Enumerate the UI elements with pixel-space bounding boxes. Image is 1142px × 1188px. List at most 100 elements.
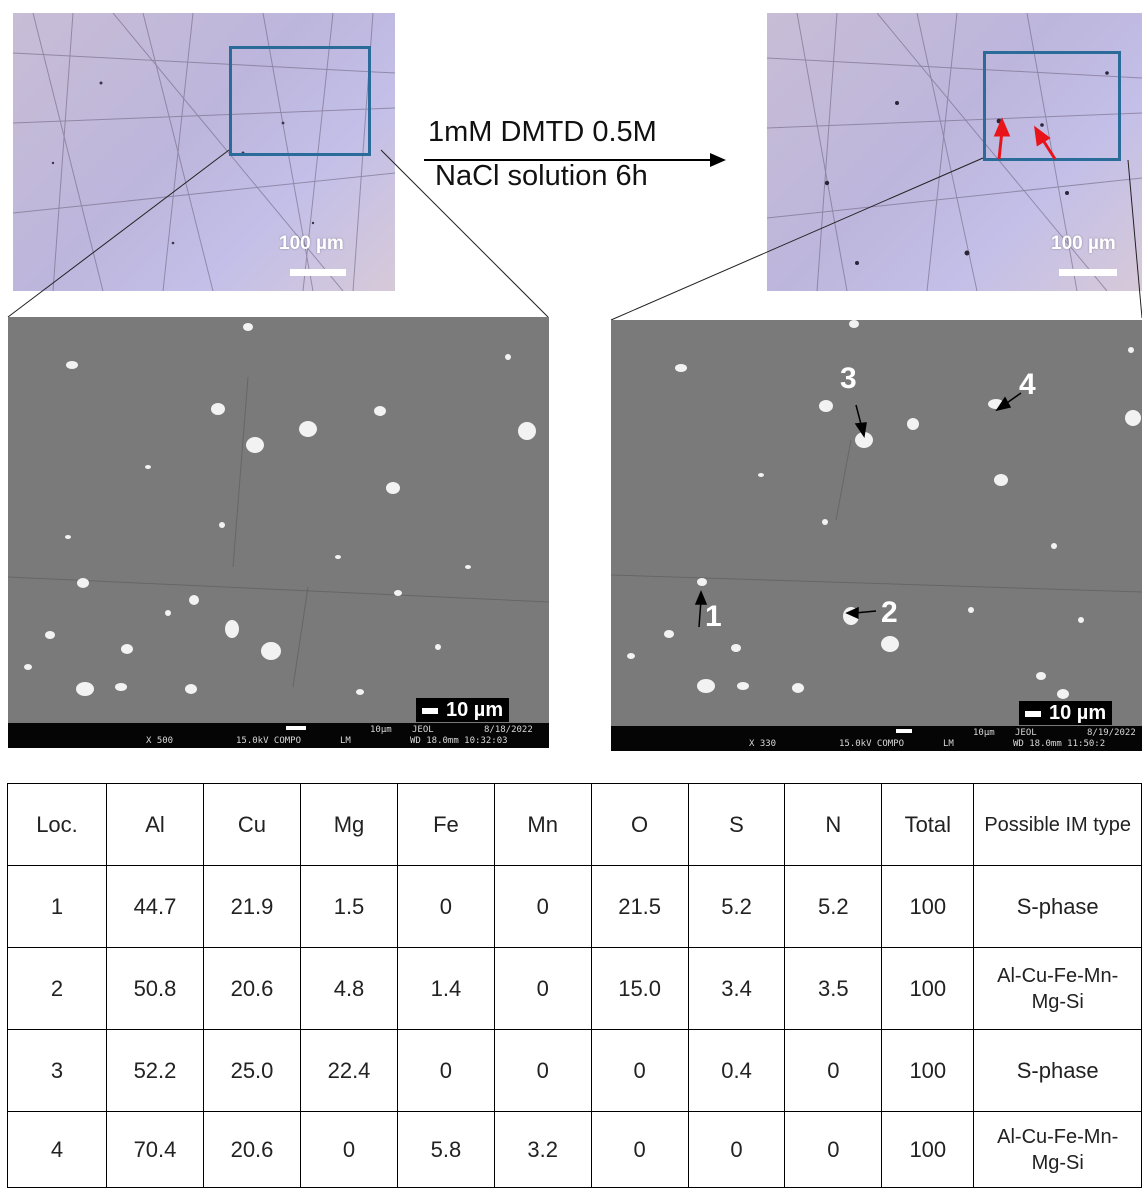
footer-lm: LM	[943, 739, 954, 749]
table-cell: 0	[299, 1111, 399, 1188]
scratch-texture	[767, 13, 1142, 291]
sem-image-after: 1 2 3 4 10 µm X 330 15.0kV COMPO LM 10µm…	[611, 320, 1142, 751]
table-cell: 70.4	[105, 1111, 204, 1188]
table-cell: 22.4	[299, 1029, 399, 1112]
scale-text: 10 µm	[446, 699, 504, 721]
table-cell: 1.5	[299, 865, 399, 948]
table-cell: 100	[881, 1029, 975, 1112]
table-cell: 0	[784, 1029, 883, 1112]
table-row: 4 70.4 20.6 0 5.8 3.2 0 0 0 100 Al-Cu-Fe…	[7, 1111, 1142, 1188]
header-cell: Mn	[493, 783, 592, 866]
table-cell: 0	[397, 865, 495, 948]
table-cell: 0	[493, 865, 592, 948]
table-cell: 25.0	[202, 1029, 302, 1112]
table-cell: 20.6	[202, 1111, 302, 1188]
table-row: 1 44.7 21.9 1.5 0 0 21.5 5.2 5.2 100 S-p…	[7, 865, 1142, 948]
optical-image-after: 100 µm	[767, 13, 1142, 291]
table-cell: S-phase	[973, 865, 1142, 948]
table-cell: 100	[881, 947, 975, 1030]
sem-scale-label: 10 µm	[416, 698, 510, 722]
particles	[611, 320, 1142, 699]
footer-bar-label: 10µm	[973, 728, 995, 738]
sem-footer: X 330 15.0kV COMPO LM 10µm JEOL 8/19/202…	[611, 726, 1142, 751]
table-cell: 0	[590, 1029, 689, 1112]
footer-mag: X 500	[146, 736, 174, 746]
footer-kv: 15.0kV COMPO	[236, 736, 302, 746]
roi-box	[983, 51, 1121, 161]
table-cell: 20.6	[202, 947, 302, 1030]
table-cell: 0.4	[687, 1029, 786, 1112]
table-cell: 15.0	[590, 947, 689, 1030]
marker-2: 2	[881, 596, 898, 629]
header-cell: Cu	[202, 783, 302, 866]
process-arrow	[424, 153, 726, 167]
footer-date: 8/19/2022	[1087, 728, 1136, 738]
table-cell: 52.2	[105, 1029, 204, 1112]
footer-mag: X 330	[749, 739, 777, 749]
table-cell: 5.2	[687, 865, 786, 948]
table-cell: 4	[7, 1111, 107, 1188]
header-cell: Possible IM type	[973, 783, 1142, 866]
sem-image-before: 10 µm X 500 15.0kV COMPO LM 10µm JEOL 8/…	[8, 317, 549, 748]
scale-bar	[290, 269, 346, 276]
table-cell: 3.4	[687, 947, 786, 1030]
header-cell: Loc.	[7, 783, 107, 866]
footer-kv: 15.0kV COMPO	[839, 739, 905, 749]
table-row: 3 52.2 25.0 22.4 0 0 0 0.4 0 100 S-phase	[7, 1029, 1142, 1112]
table-cell: 3.5	[784, 947, 883, 1030]
header-cell: N	[784, 783, 883, 866]
table-cell: 21.9	[202, 865, 302, 948]
header-cell: Mg	[299, 783, 399, 866]
footer-bar-mark	[286, 726, 306, 730]
table-cell: 0	[590, 1111, 689, 1188]
header-cell: Al	[105, 783, 204, 866]
marker-1: 1	[705, 600, 722, 633]
table-cell: 3.2	[493, 1111, 592, 1188]
header-cell: S	[687, 783, 786, 866]
table-cell: 5.8	[397, 1111, 495, 1188]
table-header-row: Loc. Al Cu Mg Fe Mn O S N Total Possible…	[7, 783, 1142, 866]
header-cell: Total	[881, 783, 975, 866]
scale-label: 100 µm	[1051, 233, 1116, 254]
footer-date: 8/18/2022	[484, 725, 533, 735]
table-cell: 1.4	[397, 947, 495, 1030]
scale-bar-mark	[422, 707, 438, 714]
table-cell: Al-Cu-Fe-Mn-Mg-Si	[973, 947, 1142, 1030]
scale-text: 10 µm	[1049, 702, 1107, 724]
marker-4: 4	[1019, 368, 1036, 401]
table-cell: 1	[7, 865, 107, 948]
process-label-line1: 1mM DMTD 0.5M	[428, 116, 657, 148]
zoom-connectors	[7, 149, 1142, 321]
table-cell: 0	[493, 947, 592, 1030]
composition-table: Loc. Al Cu Mg Fe Mn O S N Total Possible…	[7, 783, 1142, 1188]
footer-bar-mark	[896, 729, 912, 733]
table-cell: 44.7	[105, 865, 204, 948]
red-arrows	[993, 117, 1057, 160]
table-row: 2 50.8 20.6 4.8 1.4 0 15.0 3.4 3.5 100 A…	[7, 947, 1142, 1030]
particles	[8, 323, 549, 696]
footer-wd: WD 18.0mm 10:32:03	[410, 736, 508, 746]
table-cell: 0	[397, 1029, 495, 1112]
header-cell: Fe	[397, 783, 495, 866]
table-cell: 0	[493, 1029, 592, 1112]
optical-image-before: 100 µm	[13, 13, 395, 291]
table-cell: 100	[881, 1111, 975, 1188]
table-cell: 0	[687, 1111, 786, 1188]
roi-box	[229, 46, 371, 156]
table-cell: 0	[784, 1111, 883, 1188]
footer-wd: WD 18.0mm 11:50:2	[1013, 739, 1106, 749]
process-label-line2: NaCl solution 6h	[435, 160, 648, 192]
header-cell: O	[590, 783, 689, 866]
table-cell: 21.5	[590, 865, 689, 948]
table-cell: 2	[7, 947, 107, 1030]
sem-scale-label: 10 µm	[1019, 701, 1113, 725]
table-cell: Al-Cu-Fe-Mn-Mg-Si	[973, 1111, 1142, 1188]
scratch-texture	[13, 13, 395, 291]
footer-lm: LM	[340, 736, 351, 746]
table-cell: 100	[881, 865, 975, 948]
scale-label: 100 µm	[279, 233, 344, 254]
table-cell: 3	[7, 1029, 107, 1112]
marker-3: 3	[840, 362, 857, 395]
table-cell: 5.2	[784, 865, 883, 948]
scale-bar	[1059, 269, 1117, 276]
